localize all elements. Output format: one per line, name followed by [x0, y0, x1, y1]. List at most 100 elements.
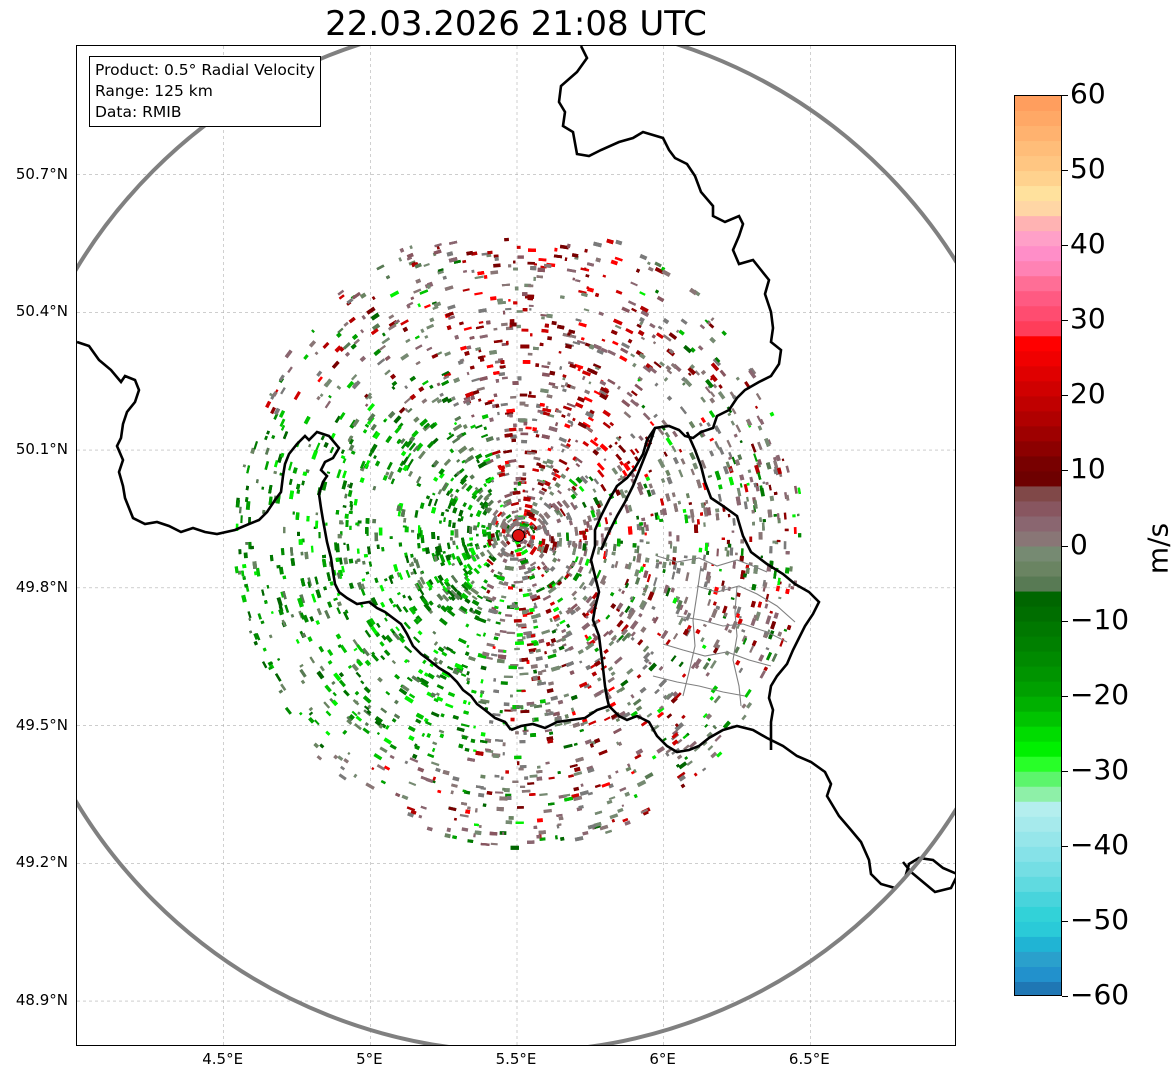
echo-bin [384, 355, 391, 361]
echo-bin [364, 629, 372, 638]
echo-bin [504, 237, 509, 242]
echo-bin [771, 653, 778, 662]
radar-map[interactable] [76, 45, 956, 1046]
echo-bin [347, 489, 353, 497]
echo-bin [586, 262, 595, 267]
echo-bin [482, 595, 489, 600]
echo-bin [698, 422, 703, 427]
echo-bin [302, 614, 309, 623]
echo-bin [736, 487, 742, 497]
echo-bin [529, 793, 536, 796]
echo-bin [565, 443, 571, 448]
echo-bin [703, 554, 706, 560]
echo-bin [407, 812, 415, 818]
echo-bin [714, 357, 721, 363]
echo-bin [662, 318, 670, 325]
echo-bin [585, 426, 593, 433]
echo-bin [552, 648, 557, 654]
echo-bin [642, 412, 651, 421]
echo-bin [253, 571, 258, 576]
echo-bin [529, 507, 540, 516]
echo-bin [337, 289, 345, 296]
echo-bin [449, 497, 455, 504]
echo-bin [603, 716, 611, 722]
echo-bin [471, 599, 480, 607]
echo-bin [537, 267, 545, 273]
echo-bin [571, 590, 578, 597]
echo-bin [613, 318, 623, 326]
echo-bin [523, 731, 527, 735]
radar-map-canvas[interactable] [77, 46, 956, 1046]
echo-bin [593, 737, 601, 744]
echo-bin [578, 805, 584, 810]
echo-bin [518, 588, 523, 592]
echo-bin [569, 334, 577, 339]
echo-bin [442, 551, 446, 554]
echo-bin [437, 268, 444, 272]
echo-bin [265, 400, 272, 409]
echo-bin [559, 619, 566, 625]
echo-bin [455, 488, 460, 493]
echo-bin [349, 500, 353, 504]
echo-bin [530, 567, 536, 572]
echo-bin [337, 644, 342, 648]
echo-bin [308, 706, 314, 712]
echo-bin [360, 460, 366, 469]
echo-bin [757, 601, 762, 608]
echo-bin [550, 536, 554, 544]
echo-bin [460, 723, 470, 728]
echo-bin [300, 551, 304, 556]
echo-bin [350, 343, 357, 350]
echo-bin [431, 353, 439, 359]
echo-bin [593, 496, 600, 505]
echo-bin [482, 803, 487, 807]
echo-bin [526, 495, 536, 501]
echo-bin [745, 564, 749, 569]
echo-bin [587, 791, 593, 796]
echo-bin [678, 661, 684, 668]
echo-bin [627, 338, 633, 344]
echo-bin [253, 633, 259, 640]
echo-bin [326, 471, 331, 475]
echo-bin [578, 485, 585, 493]
echo-bin [729, 391, 735, 397]
echo-bin [279, 418, 286, 428]
echo-bin [327, 660, 333, 665]
echo-bin [637, 378, 641, 382]
echo-bin [483, 579, 489, 584]
echo-bin [424, 672, 429, 677]
echo-bin [708, 410, 716, 418]
echo-bin [552, 541, 558, 551]
echo-bin [637, 481, 644, 491]
echo-bin [670, 587, 675, 593]
echo-bin [562, 405, 572, 411]
echo-bin [671, 729, 679, 737]
echo-bin [659, 518, 664, 523]
echo-bin [525, 511, 535, 518]
echo-bin [264, 460, 270, 471]
echo-bin [622, 462, 631, 472]
echo-bin [479, 693, 483, 698]
echo-bin [483, 426, 487, 431]
echo-bin [694, 370, 701, 376]
echo-bin [735, 613, 741, 619]
echo-bin [721, 537, 726, 540]
echo-bin [348, 582, 355, 590]
echo-bin [264, 447, 270, 455]
echo-bin [448, 256, 458, 263]
echo-bin [672, 691, 679, 698]
echo-bin [680, 458, 686, 465]
echo-bin [734, 646, 740, 654]
echo-bin [471, 556, 477, 562]
echo-bin [428, 587, 433, 591]
echo-bin [462, 545, 469, 554]
echo-bin [407, 458, 414, 467]
echo-bin [300, 679, 306, 685]
echo-bin [453, 259, 462, 264]
echo-bin [521, 609, 528, 615]
echo-bin [641, 720, 648, 727]
echo-bin [457, 445, 468, 454]
echo-bin [311, 593, 317, 603]
echo-bin [451, 562, 455, 566]
echo-bin [783, 541, 787, 550]
